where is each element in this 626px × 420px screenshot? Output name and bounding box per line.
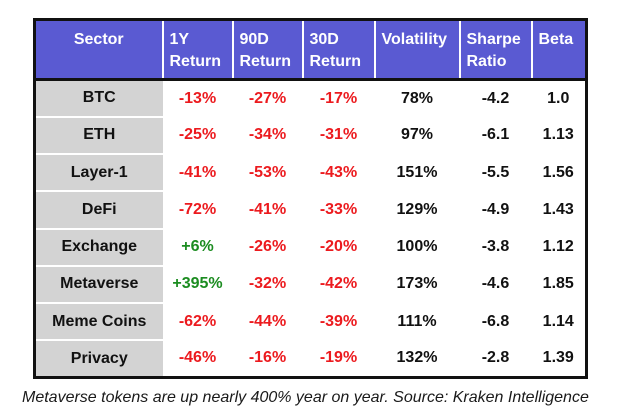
volatility-cell: 111% (397, 312, 437, 330)
return_1y-cell: -13% (178, 89, 217, 107)
volatility-cell: 100% (396, 238, 438, 256)
column-header-volatility: Volatility (374, 19, 461, 81)
column-header-sharpe_ratio: Sharpe Ratio (459, 19, 533, 81)
table-row: Metaverse +395% -32% -42% 173% -4.6 1.85 (34, 265, 587, 305)
table-body: BTC -13% -27% -17% 78% -4.2 1.0 ETH -25% -34% -31%… (34, 79, 587, 378)
beta-cell: 1.43 (542, 200, 574, 218)
return_1y-cell: -41% (178, 163, 217, 181)
volatility-cell: 129% (396, 200, 438, 218)
sharpe_ratio-cell: -6.1 (481, 126, 510, 144)
return_90d-cell: -27% (248, 89, 287, 107)
volatility-cell: 132% (396, 349, 438, 367)
sector-cell: Metaverse (34, 265, 163, 305)
table-header: Sector 1Y Return 90D Return 30D Return Volat… (34, 19, 587, 81)
beta-cell: 1.56 (542, 163, 574, 181)
beta-cell: 1.14 (542, 312, 574, 330)
sector-cell: Exchange (34, 228, 163, 267)
return_90d-cell: -26% (248, 238, 287, 256)
table-row: Meme Coins -62% -44% -39% 111% -6.8 1.14 (34, 303, 587, 342)
return_30d-cell: -42% (319, 275, 358, 293)
sharpe_ratio-cell: -3.8 (481, 238, 510, 256)
return_30d-cell: -20% (319, 238, 358, 256)
return_90d-cell: -53% (248, 163, 287, 181)
sector-cell: Layer-1 (34, 154, 163, 193)
return_90d-cell: -41% (248, 200, 287, 218)
sharpe_ratio-cell: -4.2 (481, 89, 510, 107)
table-header-row: Sector 1Y Return 90D Return 30D Return Volat… (34, 19, 587, 81)
table-row: Layer-1 -41% -53% -43% 151% -5.5 1.56 (34, 154, 587, 193)
table-row: BTC -13% -27% -17% 78% -4.2 1.0 (34, 79, 587, 118)
sector-cell: Meme Coins (34, 303, 163, 342)
column-header-return_1y: 1Y Return (162, 19, 234, 81)
return_1y-cell: +6% (181, 238, 214, 256)
return_90d-cell: -16% (248, 349, 287, 367)
volatility-cell: 151% (396, 163, 438, 181)
return_1y-cell: -46% (178, 349, 217, 367)
beta-cell: 1.12 (542, 238, 574, 256)
return_30d-cell: -17% (319, 89, 358, 107)
beta-cell: 1.13 (542, 126, 574, 144)
sharpe_ratio-cell: -4.6 (481, 275, 510, 293)
column-header-beta: Beta (531, 19, 587, 81)
sharpe_ratio-cell: -6.8 (481, 312, 510, 330)
sector-cell: ETH (34, 116, 163, 156)
return_30d-cell: -43% (319, 163, 358, 181)
sector-cell: Privacy (34, 340, 163, 378)
return_90d-cell: -32% (248, 275, 287, 293)
return_1y-cell: +395% (172, 275, 223, 293)
return_1y-cell: -62% (178, 312, 217, 330)
table-row: ETH -25% -34% -31% 97% -6.1 1.13 (34, 116, 587, 156)
beta-cell: 1.85 (542, 275, 574, 293)
column-header-return_90d: 90D Return (232, 19, 304, 81)
sector-cell: DeFi (34, 191, 163, 230)
sharpe_ratio-cell: -5.5 (481, 163, 510, 181)
return_90d-cell: -44% (248, 312, 287, 330)
volatility-cell: 97% (400, 126, 434, 144)
volatility-cell: 78% (400, 89, 434, 107)
column-header-sector: Sector (34, 19, 164, 81)
return_30d-cell: -33% (319, 200, 358, 218)
return_30d-cell: -31% (319, 126, 358, 144)
table-caption: Metaverse tokens are up nearly 400% year… (22, 389, 589, 406)
table-row: Privacy -46% -16% -19% 132% -2.8 1.39 (34, 340, 587, 378)
return_30d-cell: -39% (319, 312, 358, 330)
return_30d-cell: -19% (319, 349, 358, 367)
beta-cell: 1.39 (542, 349, 574, 367)
sector-performance-table: Sector 1Y Return 90D Return 30D Return Volat… (33, 18, 588, 379)
sharpe_ratio-cell: -2.8 (481, 349, 510, 367)
return_1y-cell: -25% (178, 126, 217, 144)
return_1y-cell: -72% (178, 200, 217, 218)
beta-cell: 1.0 (547, 89, 570, 107)
return_90d-cell: -34% (248, 126, 287, 144)
table-row: Exchange +6% -26% -20% 100% -3.8 1.12 (34, 228, 587, 267)
volatility-cell: 173% (396, 275, 438, 293)
table-row: DeFi -72% -41% -33% 129% -4.9 1.43 (34, 191, 587, 230)
sharpe_ratio-cell: -4.9 (481, 200, 510, 218)
column-header-return_30d: 30D Return (302, 19, 376, 81)
sector-cell: BTC (34, 79, 163, 118)
